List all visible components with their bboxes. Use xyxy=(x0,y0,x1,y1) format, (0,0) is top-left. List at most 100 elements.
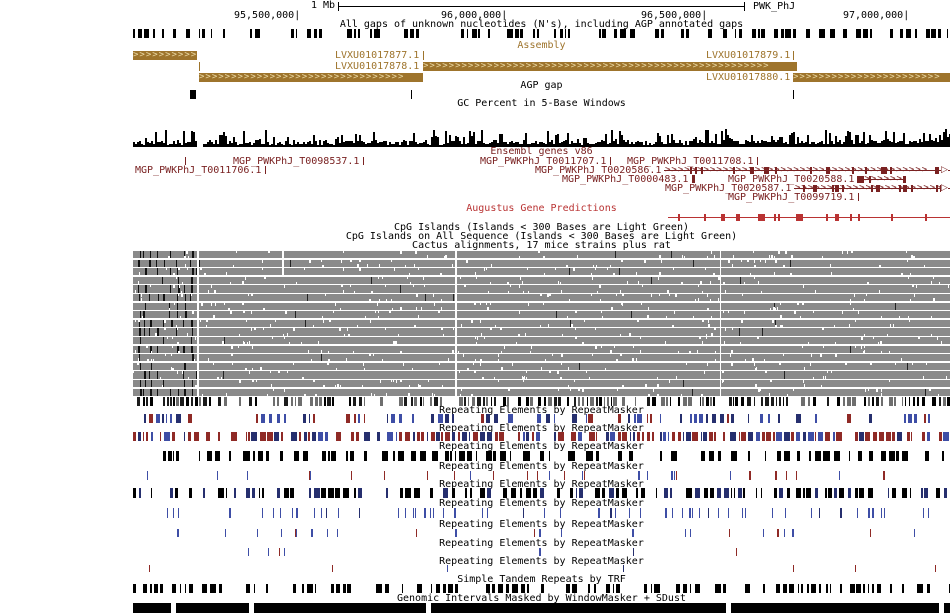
track-title-repeatmasker-2[interactable]: Repeating Elements by RepeatMasker xyxy=(439,423,644,434)
track-item xyxy=(830,29,835,38)
cactus-alignment-row[interactable] xyxy=(133,285,950,293)
track-title-repeatmasker-9[interactable]: Repeating Elements by RepeatMasker xyxy=(439,556,644,567)
track-title-cactus[interactable]: Cactus alignments, 17 mice strains plus … xyxy=(412,240,671,251)
cactus-alignment-row[interactable] xyxy=(133,354,950,362)
assembly-contig-label[interactable]: LVXU01017877.1 xyxy=(335,50,420,61)
track-title-trf[interactable]: Simple Tandem Repeats by TRF xyxy=(457,574,626,585)
track-title-repeatmasker-5[interactable]: Repeating Elements by RepeatMasker xyxy=(439,479,644,490)
track-gc-percent[interactable] xyxy=(133,127,950,147)
gene-label[interactable]: MGP_PWKPhJ_T0020587.1 xyxy=(665,183,792,194)
gene-label[interactable]: MGP_PWKPhJ_T0000483.1 xyxy=(562,174,689,185)
track-item xyxy=(249,142,251,147)
track-item xyxy=(849,214,852,221)
cactus-alignment-row[interactable] xyxy=(133,328,950,336)
track-repeatmasker-4[interactable] xyxy=(133,471,950,480)
gene-tick[interactable] xyxy=(858,193,860,201)
track-repeatmasker-1[interactable] xyxy=(133,414,950,423)
gene-label[interactable]: MGP_PWKPhJ_T0099719.1 xyxy=(728,192,855,203)
cactus-alignment-row[interactable] xyxy=(133,362,950,371)
track-item xyxy=(201,29,205,38)
gene-tick[interactable] xyxy=(185,157,186,165)
gene-tick[interactable] xyxy=(265,166,267,174)
track-trf[interactable] xyxy=(133,584,950,593)
assembly-contig-bar[interactable]: >>>>>>>>>> xyxy=(133,51,197,60)
cactus-alignment-row[interactable] xyxy=(133,345,950,353)
track-repeatmasker-7[interactable] xyxy=(133,529,950,537)
track-item xyxy=(618,414,622,423)
track-item xyxy=(455,251,457,259)
track-item xyxy=(702,319,705,322)
track-item xyxy=(301,342,303,345)
track-cactus-consensus[interactable] xyxy=(133,397,950,406)
track-repeatmasker-5[interactable] xyxy=(133,488,950,498)
track-item xyxy=(769,380,772,382)
track-item xyxy=(733,141,735,147)
cactus-alignment-row[interactable] xyxy=(133,302,950,310)
track-title-cpg-islands[interactable]: CpG Islands (Islands < 300 Bases are Lig… xyxy=(393,222,689,233)
track-repeatmasker-3[interactable] xyxy=(133,451,950,461)
track-item xyxy=(444,414,450,423)
cactus-alignment-row[interactable] xyxy=(133,259,950,267)
gene-tick[interactable] xyxy=(757,157,759,165)
track-repeatmasker-2[interactable] xyxy=(133,432,950,441)
track-item xyxy=(565,264,568,267)
track-repeatmasker-8[interactable] xyxy=(133,548,950,556)
cactus-alignment-row[interactable] xyxy=(133,319,950,328)
assembly-contig-label[interactable]: LVXU01017879.1 xyxy=(706,50,791,61)
track-repeatmasker-9[interactable] xyxy=(133,565,950,572)
track-title-repeatmasker-4[interactable]: Repeating Elements by RepeatMasker xyxy=(439,461,644,472)
ensembl-gene-model[interactable]: >>>>>>> xyxy=(857,175,906,184)
track-title-assembly[interactable]: Assembly xyxy=(517,40,566,51)
gene-tick[interactable] xyxy=(363,157,365,165)
cactus-alignment-row[interactable] xyxy=(133,276,950,285)
track-item xyxy=(682,432,685,441)
track-title-cpg-islands-all[interactable]: CpG Islands on All Sequence (Islands < 3… xyxy=(345,231,738,242)
track-title-ensembl[interactable]: Ensembl genes v86 xyxy=(490,146,593,157)
gene-label[interactable]: MGP_PWKPhJ_T0011706.1 xyxy=(135,165,262,176)
cactus-alignment-row[interactable] xyxy=(133,311,950,319)
assembly-contig-bar[interactable]: >>>>>>>>>>>>>>>>>>>>>>> xyxy=(793,73,950,82)
track-item xyxy=(765,432,771,441)
cactus-alignment-row[interactable] xyxy=(133,337,950,345)
ensembl-gene-model[interactable]: >>>>>>>>>>>>>>>>>>>>>>> ▷ xyxy=(794,184,950,193)
assembly-contig-tick[interactable] xyxy=(423,51,424,60)
cactus-alignment-row[interactable] xyxy=(133,388,950,396)
ensembl-gene-model[interactable]: >>>>>>>>>>>>>>>>>>>>>>>>>>>>>>>>>>>>>>>>… xyxy=(664,166,950,175)
gene-label[interactable]: MGP_PWKPhJ_T0020588.1 xyxy=(728,174,855,185)
cactus-alignment-row[interactable] xyxy=(133,268,950,276)
track-title-windowmasker[interactable]: Genomic Intervals Masked by WindowMasker… xyxy=(397,593,686,604)
track-title-repeatmasker-6[interactable]: Repeating Elements by RepeatMasker xyxy=(439,498,644,509)
assembly-contig-label[interactable]: LVXU01017878.1 xyxy=(335,61,420,72)
gene-tick[interactable] xyxy=(610,157,612,165)
track-title-augustus[interactable]: Augustus Gene Predictions xyxy=(466,203,617,214)
assembly-contig-bar[interactable]: >>>>>>>>>>>>>>>>>>>>>>>>>>>>>>>>>>>>>>>>… xyxy=(423,62,797,71)
assembly-contig-bar[interactable]: >>>>>>>>>>>>>>>>>>>>>>>>>>>>>>>> xyxy=(199,73,423,82)
track-all-gaps[interactable] xyxy=(133,29,950,38)
gene-label[interactable]: MGP_PWKPhJ_T0011707.1 xyxy=(480,156,607,167)
gene-label[interactable]: MGP_PWKPhJ_T0011708.1 xyxy=(627,156,754,167)
cactus-alignment-row[interactable] xyxy=(133,380,950,388)
gene-label[interactable]: MGP_PWKPhJ_T0098537.1 xyxy=(233,156,360,167)
track-title-gc-percent[interactable]: GC Percent in 5-Base Windows xyxy=(457,98,626,109)
agp-gap-item[interactable] xyxy=(190,90,196,99)
assembly-contig-label[interactable]: LVXU01017880.1 xyxy=(706,72,791,83)
track-item xyxy=(713,143,715,147)
augustus-gene-model[interactable] xyxy=(668,213,950,222)
assembly-contig-tick[interactable] xyxy=(793,51,794,60)
track-title-repeatmasker-8[interactable]: Repeating Elements by RepeatMasker xyxy=(439,538,644,549)
cactus-alignment-row[interactable] xyxy=(133,294,950,302)
agp-gap-item[interactable] xyxy=(411,90,412,99)
cactus-alignment-row[interactable] xyxy=(133,371,950,379)
track-title-repeatmasker-3[interactable]: Repeating Elements by RepeatMasker xyxy=(439,441,644,452)
gene-tick[interactable] xyxy=(692,175,696,183)
track-title-repeatmasker-7[interactable]: Repeating Elements by RepeatMasker xyxy=(439,519,644,530)
track-title-agp-gap[interactable]: AGP gap xyxy=(520,80,563,91)
gene-label[interactable]: MGP_PWKPhJ_T0020586.1 xyxy=(535,165,662,176)
agp-gap-item[interactable] xyxy=(793,90,794,99)
cactus-alignment-row[interactable] xyxy=(133,251,950,259)
track-windowmasker[interactable] xyxy=(133,603,950,613)
track-title-gaps[interactable]: All gaps of unknown nucleotides (N's), i… xyxy=(339,19,744,30)
track-title-repeatmasker-1[interactable]: Repeating Elements by RepeatMasker xyxy=(439,405,644,416)
track-repeatmasker-6[interactable] xyxy=(133,508,950,518)
assembly-contig-tick[interactable] xyxy=(199,62,200,71)
